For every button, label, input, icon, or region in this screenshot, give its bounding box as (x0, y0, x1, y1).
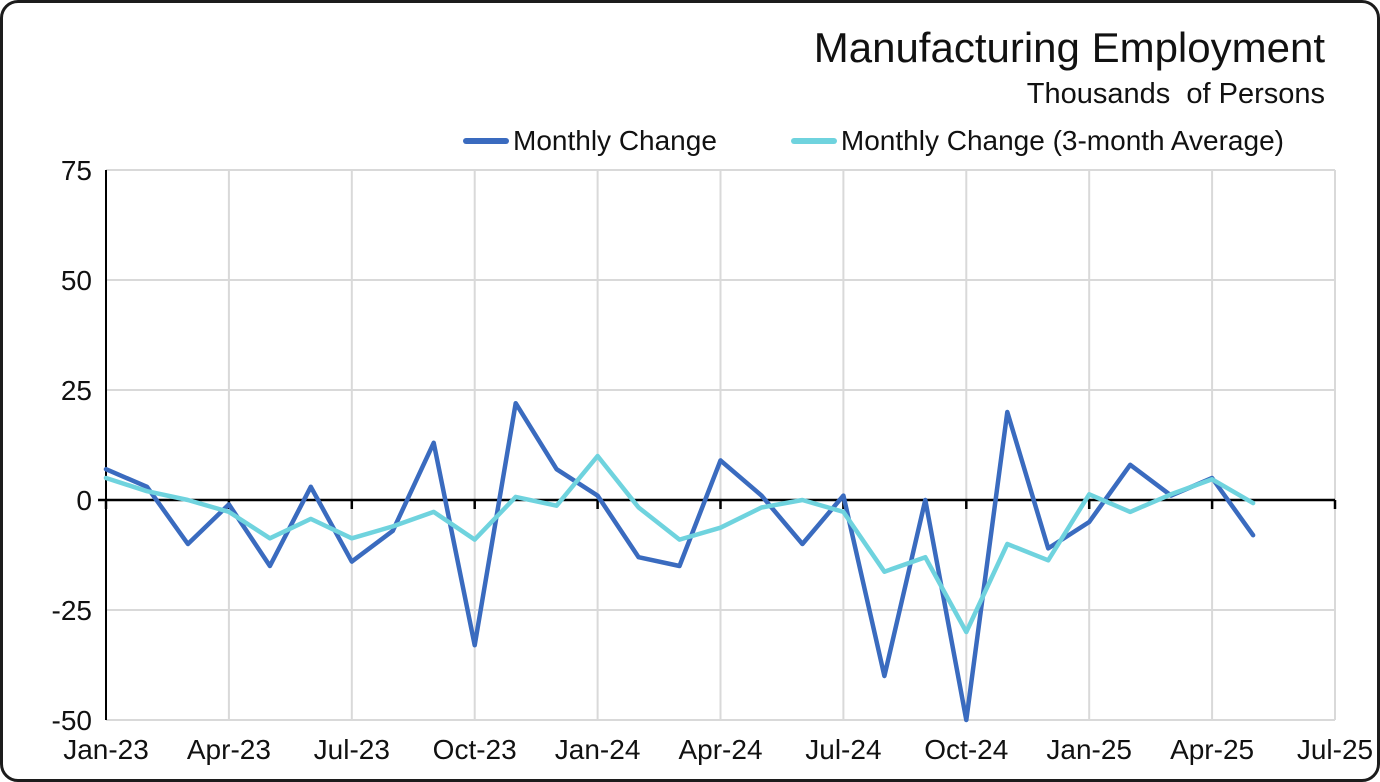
x-tick-label: Jul-25 (1297, 734, 1373, 765)
monthly-change-line-swatch-icon (463, 138, 509, 144)
x-tick-label: Apr-25 (1170, 734, 1254, 765)
x-tick-label: Oct-23 (433, 734, 517, 765)
chart-title: Manufacturing Employment (813, 24, 1325, 71)
legend: Monthly Change Monthly Change (3-month A… (463, 125, 1284, 157)
x-tick-label: Jan-24 (555, 734, 641, 765)
x-tick-label: Jul-24 (805, 734, 881, 765)
chart-subtitle: Thousands of Persons (1026, 78, 1325, 110)
x-tick-label: Jul-23 (314, 734, 390, 765)
y-tick-label: 50 (61, 265, 92, 296)
x-tick-label: Apr-24 (678, 734, 762, 765)
legend-entry-3month-average: Monthly Change (3-month Average) (790, 125, 1284, 157)
legend-label: Monthly Change (3-month Average) (840, 125, 1284, 156)
x-tick-label: Apr-23 (187, 734, 271, 765)
y-tick-label: 75 (61, 155, 92, 186)
y-tick-label: -25 (52, 595, 92, 626)
three-month-average-line-swatch-icon (790, 138, 837, 144)
y-tick-label: 0 (76, 485, 92, 516)
series-monthly-change-line (103, 400, 1256, 723)
legend-entry-monthly-change: Monthly Change (463, 125, 717, 157)
x-tick-label: Jan-25 (1046, 734, 1132, 765)
legend-label: Monthly Change (513, 125, 717, 156)
y-tick-label: -50 (52, 705, 92, 736)
series-3month-average-line (103, 453, 1256, 635)
x-tick-label: Jan-23 (63, 734, 149, 765)
x-tick-label: Oct-24 (924, 734, 1008, 765)
y-tick-label: 25 (61, 375, 92, 406)
